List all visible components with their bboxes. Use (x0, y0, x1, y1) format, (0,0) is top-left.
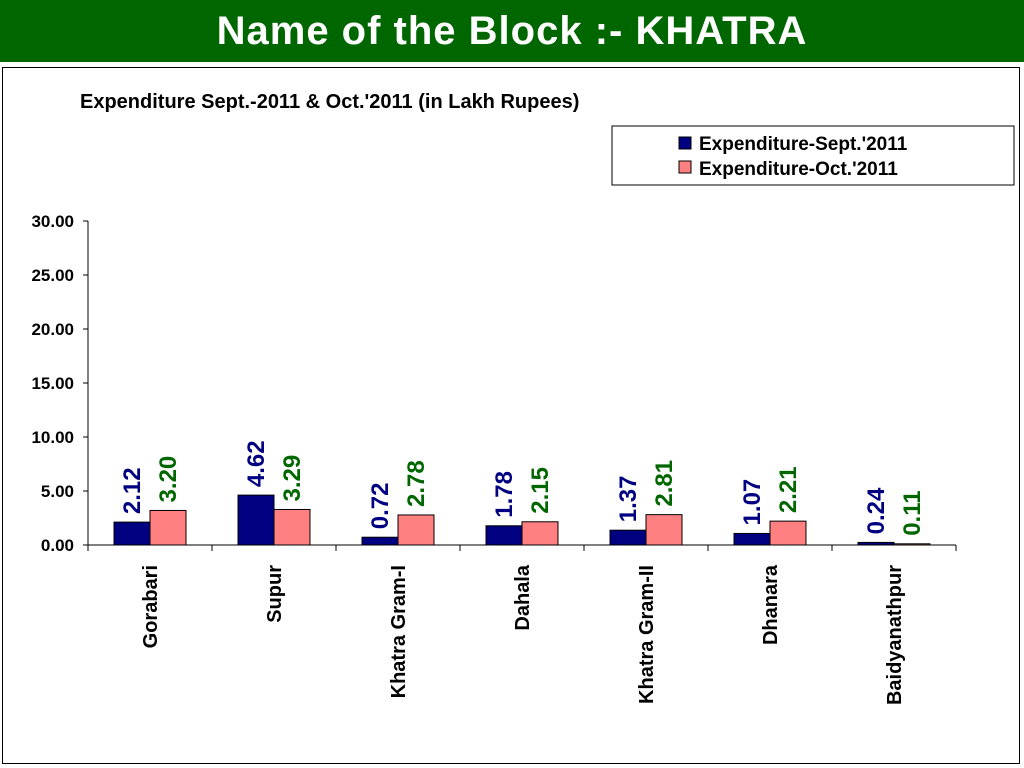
value-label-sept: 1.37 (615, 475, 642, 522)
value-label-oct: 3.20 (155, 456, 182, 503)
y-tick-label: 10.00 (31, 428, 74, 447)
legend-swatch-sept (678, 136, 692, 150)
category-label: Gorabari (140, 565, 162, 648)
value-label-oct: 3.29 (279, 455, 306, 502)
value-label-sept: 2.12 (119, 467, 146, 514)
axes: 0.00 5.00 10.00 15.00 20.00 25.00 30.00 (31, 212, 957, 555)
bar-oct (397, 514, 435, 546)
value-label-sept: 1.07 (739, 479, 766, 526)
bar-oct (273, 508, 311, 546)
bar-chart: Expenditure Sept.-2011 & Oct.'2011 (in L… (31, 91, 1015, 705)
y-tick-label: 15.00 (31, 374, 74, 393)
value-labels: 2.12 3.20 4.62 3.29 0.72 2.78 1.78 2.15 1.37 2.81… (119, 440, 926, 535)
category-label: Supur (264, 565, 286, 623)
value-label-sept: 0.72 (367, 483, 394, 530)
chart-title: Expenditure Sept.-2011 & Oct.'2011 (in L… (80, 91, 579, 113)
category-labels: Gorabari Supur Khatra Gram-I Dahala Khatra G… (140, 564, 906, 705)
bar-oct (149, 509, 187, 546)
bar-sept (113, 521, 151, 546)
banner-title: Name of the Block :- KHATRA (216, 8, 808, 53)
y-tick-label: 0.00 (41, 536, 74, 555)
value-label-oct: 2.78 (403, 460, 430, 507)
value-label-oct: 2.81 (651, 460, 678, 507)
chart-frame: Expenditure Sept.-2011 & Oct.'2011 (in L… (2, 67, 1020, 764)
legend-label-sept: Expenditure-Sept.'2011 (699, 134, 908, 155)
category-label: Khatra Gram-I (388, 565, 410, 698)
y-tick-label: 25.00 (31, 266, 74, 285)
bar-oct (645, 514, 683, 546)
bar-sept (361, 536, 399, 546)
title-banner: Name of the Block :- KHATRA (0, 0, 1024, 62)
y-tick-label: 30.00 (31, 212, 74, 231)
bar-sept (485, 525, 523, 546)
value-label-oct: 0.11 (899, 490, 926, 535)
bar-sept (857, 541, 895, 546)
category-label: Khatra Gram-II (636, 565, 658, 704)
bar-sept (609, 529, 647, 546)
legend-swatch-oct (678, 160, 692, 174)
category-label: Baidyanathpur (884, 565, 906, 705)
value-label-sept: 4.62 (243, 440, 270, 487)
category-label: Dhanara (760, 564, 782, 645)
bar-sept (733, 532, 771, 546)
legend: Expenditure-Sept.'2011 Expenditure-Oct.'… (611, 125, 1015, 186)
bars (113, 494, 931, 546)
value-label-oct: 2.21 (775, 466, 802, 513)
bar-oct (893, 543, 931, 546)
y-tick-label: 5.00 (41, 482, 74, 501)
legend-box (611, 125, 1015, 186)
category-label: Dahala (512, 564, 534, 630)
bar-oct (769, 520, 807, 546)
legend-label-oct: Expenditure-Oct.'2011 (699, 159, 898, 180)
bar-oct (521, 521, 559, 546)
value-label-sept: 0.24 (863, 487, 890, 534)
value-label-oct: 2.15 (527, 467, 554, 514)
value-label-sept: 1.78 (491, 471, 518, 518)
bar-sept (237, 494, 275, 546)
y-tick-label: 20.00 (31, 320, 74, 339)
